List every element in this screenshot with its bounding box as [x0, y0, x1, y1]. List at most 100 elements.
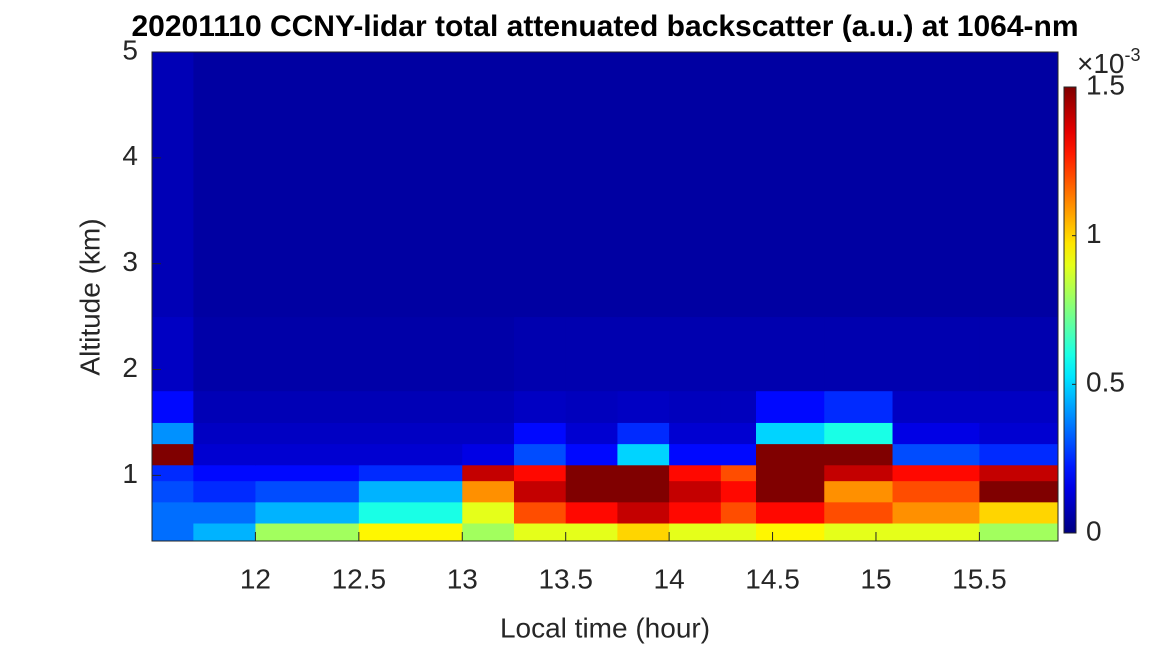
- colorbar: [1063, 86, 1077, 534]
- heat-cell: [565, 464, 618, 482]
- heat-cell: [720, 316, 757, 392]
- heat-cell: [979, 443, 1059, 466]
- heat-cell: [255, 501, 360, 524]
- y-tick-label: 4: [122, 140, 138, 171]
- heat-cell: [756, 480, 825, 503]
- heat-cell: [462, 422, 515, 445]
- x-axis-label: Local time (hour): [500, 612, 710, 643]
- heat-cell: [193, 52, 256, 318]
- heat-cell: [720, 422, 757, 445]
- heat-cell: [756, 52, 825, 318]
- heat-cell: [669, 390, 722, 423]
- x-tick-label: 14.5: [745, 563, 800, 594]
- heat-cell: [669, 523, 722, 542]
- heat-cell: [669, 501, 722, 524]
- heat-cell: [720, 390, 757, 423]
- heat-cell: [358, 316, 463, 392]
- heat-cell: [824, 422, 894, 445]
- heat-cell: [756, 390, 825, 423]
- heat-cell: [617, 52, 670, 318]
- heat-cell: [669, 464, 722, 482]
- heat-cell: [193, 422, 256, 445]
- heat-cell: [513, 480, 567, 503]
- heat-cell: [892, 422, 980, 445]
- heat-cell: [193, 464, 256, 482]
- heat-cell: [720, 464, 757, 482]
- heat-cell: [462, 316, 515, 392]
- heat-cell: [513, 443, 567, 466]
- heat-cell: [617, 390, 670, 423]
- heat-cell: [617, 501, 670, 524]
- heat-cell: [756, 316, 825, 392]
- heat-cell: [255, 52, 360, 318]
- heat-cell: [462, 523, 515, 542]
- heat-cell: [617, 316, 670, 392]
- heat-cell: [565, 523, 618, 542]
- colorbar-tick-label: 0: [1086, 515, 1102, 546]
- heat-cell: [513, 52, 567, 318]
- y-tick-label: 2: [122, 352, 138, 383]
- heat-cell: [669, 422, 722, 445]
- heat-cell: [565, 480, 618, 503]
- heat-cell: [513, 316, 567, 392]
- heat-cell: [462, 501, 515, 524]
- heat-cell: [979, 316, 1059, 392]
- x-tick-label: 13: [447, 563, 478, 594]
- heat-cell: [513, 464, 567, 482]
- heat-cell: [669, 316, 722, 392]
- heat-cell: [462, 52, 515, 318]
- heat-cell: [720, 52, 757, 318]
- heat-cell: [358, 480, 463, 503]
- heat-cell: [565, 422, 618, 445]
- y-axis-label: Altitude (km): [74, 218, 105, 375]
- heat-cell: [720, 523, 757, 542]
- heat-cell: [358, 52, 463, 318]
- heat-cell: [358, 464, 463, 482]
- heat-cell: [255, 523, 360, 542]
- heat-cell: [152, 422, 194, 445]
- heat-cell: [152, 390, 194, 423]
- x-tick-label: 12.5: [332, 563, 387, 594]
- heat-cell: [152, 464, 194, 482]
- heat-cell: [462, 464, 515, 482]
- heat-cell: [513, 422, 567, 445]
- y-tick-label: 5: [122, 34, 138, 65]
- heat-cell: [979, 390, 1059, 423]
- heat-cell: [193, 316, 256, 392]
- heat-cell: [152, 501, 194, 524]
- heat-cell: [824, 464, 894, 482]
- heat-cell: [152, 523, 194, 542]
- heat-cell: [720, 480, 757, 503]
- heat-cell: [892, 480, 980, 503]
- heat-cell: [152, 480, 194, 503]
- heat-cell: [255, 422, 360, 445]
- heat-cell: [824, 523, 894, 542]
- heat-cell: [979, 422, 1059, 445]
- heat-cell: [720, 443, 757, 466]
- x-tick-label: 14: [654, 563, 685, 594]
- heat-cell: [193, 480, 256, 503]
- heat-cell: [617, 443, 670, 466]
- x-tick-label: 15.5: [952, 563, 1007, 594]
- heat-cell: [152, 52, 194, 318]
- heat-cell: [979, 480, 1059, 503]
- heat-cell: [255, 464, 360, 482]
- heat-cell: [358, 501, 463, 524]
- heat-cell: [756, 523, 825, 542]
- heat-cell: [979, 52, 1059, 318]
- heat-cell: [756, 443, 825, 466]
- plot-frame: [151, 51, 1059, 542]
- heat-cell: [193, 443, 256, 466]
- heat-cell: [824, 52, 894, 318]
- heat-cell: [617, 523, 670, 542]
- heat-cell: [892, 464, 980, 482]
- heat-cell: [669, 443, 722, 466]
- heat-cell: [892, 316, 980, 392]
- heat-cell: [193, 501, 256, 524]
- heat-cell: [565, 443, 618, 466]
- heat-cell: [462, 443, 515, 466]
- heat-cell: [979, 501, 1059, 524]
- heat-cell: [892, 523, 980, 542]
- colorbar-tick-label: 0.5: [1086, 367, 1125, 398]
